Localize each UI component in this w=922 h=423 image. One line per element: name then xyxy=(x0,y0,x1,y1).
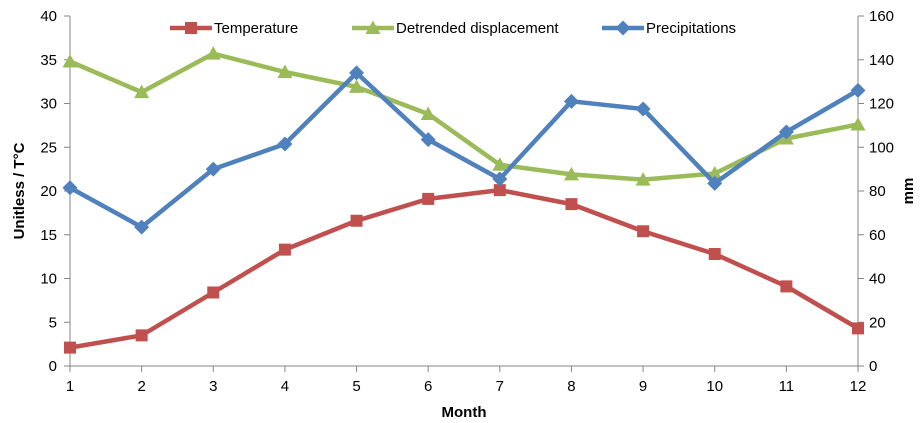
diamond-marker xyxy=(563,93,579,109)
y-left-tick-label: 35 xyxy=(40,52,57,69)
legend-item: Temperature xyxy=(170,20,298,37)
series-line xyxy=(69,187,860,350)
series-layer xyxy=(62,46,866,354)
x-tick-label: 8 xyxy=(567,378,575,395)
x-tick-label: 12 xyxy=(850,378,867,395)
square-marker xyxy=(493,184,506,197)
x-tick-label: 1 xyxy=(66,378,74,395)
x-tick-label: 6 xyxy=(424,378,432,395)
triangle-marker xyxy=(277,64,293,78)
square-marker xyxy=(350,214,363,227)
square-marker xyxy=(135,329,148,342)
legend: Temperature Detrended displacement Precipi… xyxy=(170,20,736,37)
legend-item: Detrended displacement xyxy=(352,20,559,37)
y-right-tick-label: 60 xyxy=(869,227,886,244)
series-line xyxy=(69,51,859,182)
triangle-marker xyxy=(365,20,381,34)
diamond-marker xyxy=(850,82,866,98)
square-marker xyxy=(780,280,793,293)
diamond-marker xyxy=(492,171,508,187)
triangle-marker xyxy=(205,46,221,60)
x-tick-label: 5 xyxy=(352,378,360,395)
y-left-tick-label: 40 xyxy=(40,8,57,25)
x-tick-label: 11 xyxy=(779,378,795,395)
square-marker xyxy=(565,198,578,211)
diamond-marker xyxy=(778,124,794,140)
square-marker xyxy=(852,322,864,335)
x-tick-label: 10 xyxy=(706,378,723,395)
triangle-marker xyxy=(492,157,508,171)
y-right-tick-label: 20 xyxy=(869,314,886,331)
triangle-marker xyxy=(62,54,78,68)
legend-label: Detrended displacement xyxy=(396,20,559,37)
y-left-tick-label: 20 xyxy=(40,183,57,200)
series-temperature xyxy=(64,184,864,354)
x-tick-label: 9 xyxy=(639,378,647,395)
square-marker xyxy=(64,341,76,354)
x-tick-label: 7 xyxy=(496,378,504,395)
square-marker xyxy=(278,243,291,256)
y-right-tick-label: 0 xyxy=(869,358,877,375)
y-right-tick-label: 160 xyxy=(869,8,894,25)
diamond-marker xyxy=(134,219,150,235)
y-right-tick-label: 80 xyxy=(869,183,886,200)
triangle-marker xyxy=(563,166,579,181)
diamond-marker xyxy=(635,101,651,117)
y-axis-right-title: mm xyxy=(900,178,917,205)
square-marker xyxy=(207,286,220,299)
diamond-marker xyxy=(62,180,78,196)
y-left-tick-label: 15 xyxy=(40,227,57,244)
x-axis-title: Month xyxy=(442,404,487,421)
legend-label: Temperature xyxy=(214,20,298,37)
diamond-marker xyxy=(349,65,365,81)
y-right-tick-label: 140 xyxy=(869,52,894,69)
triangle-marker xyxy=(420,106,436,120)
y-right-tick-label: 120 xyxy=(869,96,894,113)
series-precipitations xyxy=(62,65,866,235)
y-axis-left-title: Unitless / T°C xyxy=(11,142,28,239)
diamond-marker xyxy=(277,136,293,152)
series-detrended-displacement xyxy=(62,46,866,186)
square-marker xyxy=(185,22,197,34)
x-tick-label: 3 xyxy=(209,378,217,395)
diamond-marker xyxy=(420,132,436,148)
triangle-marker xyxy=(850,117,866,131)
x-tick-label: 4 xyxy=(281,378,289,395)
diamond-marker xyxy=(205,161,221,177)
y-right-tick-label: 40 xyxy=(869,271,886,288)
y-left-tick-label: 25 xyxy=(40,139,57,156)
y-left-tick-label: 5 xyxy=(49,314,57,331)
series-line xyxy=(68,70,860,230)
y-left-tick-label: 30 xyxy=(40,96,57,113)
triangle-marker xyxy=(635,172,651,186)
triangle-marker xyxy=(134,84,150,99)
triangle-marker xyxy=(349,79,365,93)
square-marker xyxy=(708,248,721,260)
square-marker xyxy=(422,192,435,205)
y-left-tick-label: 10 xyxy=(40,271,57,288)
diamond-marker xyxy=(707,175,723,191)
legend-label: Precipitations xyxy=(646,20,736,37)
y-right-tick-label: 100 xyxy=(869,139,894,156)
x-tick-label: 2 xyxy=(137,378,145,395)
y-left-tick-label: 0 xyxy=(49,358,57,375)
legend-item: Precipitations xyxy=(602,20,736,37)
diamond-marker xyxy=(615,20,631,36)
triangle-marker xyxy=(707,166,723,180)
square-marker xyxy=(637,225,650,238)
